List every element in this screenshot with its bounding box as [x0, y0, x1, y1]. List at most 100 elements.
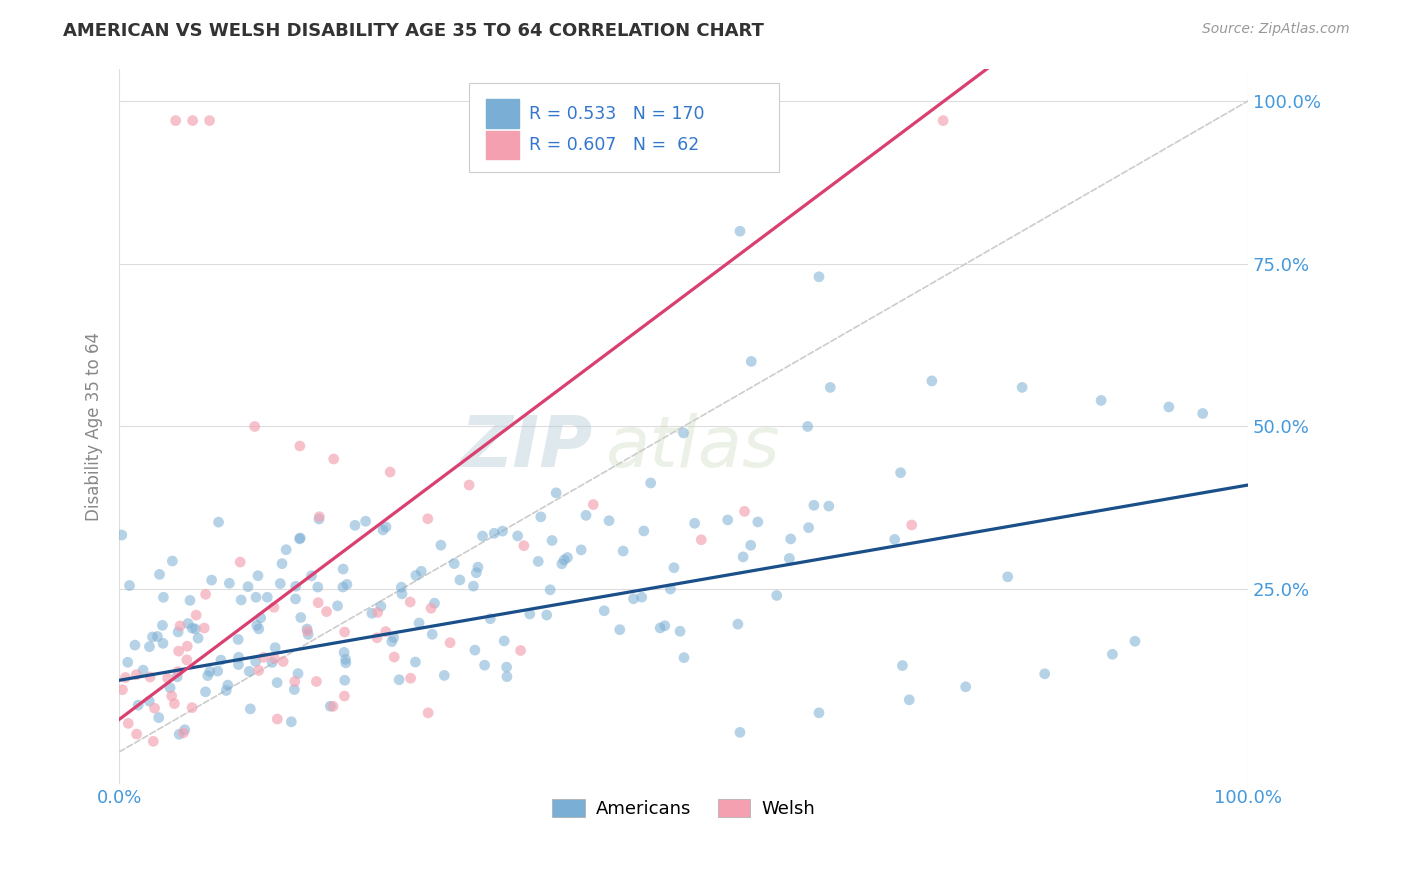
Text: R = 0.607   N =  62: R = 0.607 N = 62 — [529, 136, 699, 154]
Point — [354, 514, 377, 528]
Point — [138, 640, 160, 654]
Point — [301, 569, 323, 583]
Point — [152, 618, 174, 632]
Point — [146, 630, 169, 644]
Point — [1101, 647, 1123, 661]
Point — [669, 624, 692, 639]
Point — [156, 671, 179, 685]
Point — [288, 532, 311, 546]
Point — [167, 624, 190, 639]
Point — [297, 627, 319, 641]
Point — [111, 528, 134, 542]
Point — [194, 685, 217, 699]
Point — [181, 700, 204, 714]
Point — [179, 593, 201, 607]
Point — [717, 513, 740, 527]
Point — [519, 607, 541, 621]
Point — [266, 675, 288, 690]
Point — [127, 698, 149, 712]
Point — [807, 269, 830, 284]
Point — [229, 555, 252, 569]
Point — [796, 419, 818, 434]
Point — [264, 640, 287, 655]
Point — [430, 538, 453, 552]
Point — [246, 618, 269, 632]
Point — [609, 623, 631, 637]
Point — [654, 618, 676, 632]
Point — [623, 591, 645, 606]
Point — [194, 587, 217, 601]
Point — [295, 622, 318, 636]
Legend: Americans, Welsh: Americans, Welsh — [546, 792, 823, 825]
Point — [449, 573, 471, 587]
Point — [263, 651, 285, 665]
Point — [506, 529, 529, 543]
Point — [181, 621, 204, 635]
Point — [284, 579, 307, 593]
Point — [141, 630, 163, 644]
Point — [152, 636, 174, 650]
FancyBboxPatch shape — [486, 131, 519, 160]
Point — [404, 655, 426, 669]
Point — [1157, 400, 1180, 414]
Point — [169, 619, 191, 633]
Point — [139, 670, 162, 684]
Point — [997, 570, 1019, 584]
Point — [1033, 666, 1056, 681]
Point — [496, 670, 519, 684]
Point — [405, 568, 427, 582]
Point — [172, 726, 194, 740]
Point — [343, 518, 366, 533]
Point — [420, 601, 443, 615]
Point — [287, 666, 309, 681]
Point — [527, 554, 550, 568]
Point — [160, 689, 183, 703]
Point — [740, 354, 762, 368]
Point — [932, 113, 955, 128]
Point — [443, 557, 465, 571]
Point — [807, 706, 830, 720]
Point — [728, 224, 751, 238]
Point — [803, 498, 825, 512]
Point — [891, 658, 914, 673]
Point — [228, 657, 250, 672]
Point — [290, 610, 312, 624]
Point — [297, 624, 319, 639]
Point — [165, 113, 187, 128]
Point — [238, 665, 260, 679]
Point — [201, 573, 224, 587]
Point — [728, 725, 751, 739]
Point — [467, 560, 489, 574]
Point — [650, 621, 672, 635]
Point — [374, 624, 396, 639]
Point — [117, 716, 139, 731]
Point — [1090, 393, 1112, 408]
Point — [530, 509, 553, 524]
Point — [439, 636, 461, 650]
Point — [276, 542, 298, 557]
Point — [1123, 634, 1146, 648]
Point — [509, 643, 531, 657]
Point — [399, 671, 422, 685]
Point — [640, 475, 662, 490]
Point — [371, 523, 394, 537]
Point — [247, 664, 270, 678]
Point — [366, 631, 388, 645]
Point — [284, 674, 307, 689]
Point — [546, 485, 568, 500]
Point — [582, 498, 605, 512]
Point — [163, 697, 186, 711]
Point — [176, 639, 198, 653]
Point — [207, 664, 229, 678]
Point — [898, 693, 921, 707]
Point — [630, 590, 652, 604]
Point — [167, 665, 190, 679]
Point — [955, 680, 977, 694]
Point — [820, 380, 842, 394]
Point — [659, 582, 682, 596]
Point — [184, 622, 207, 636]
Point — [765, 589, 787, 603]
Point — [148, 710, 170, 724]
Text: R = 0.533   N = 170: R = 0.533 N = 170 — [529, 104, 704, 122]
Point — [186, 608, 208, 623]
